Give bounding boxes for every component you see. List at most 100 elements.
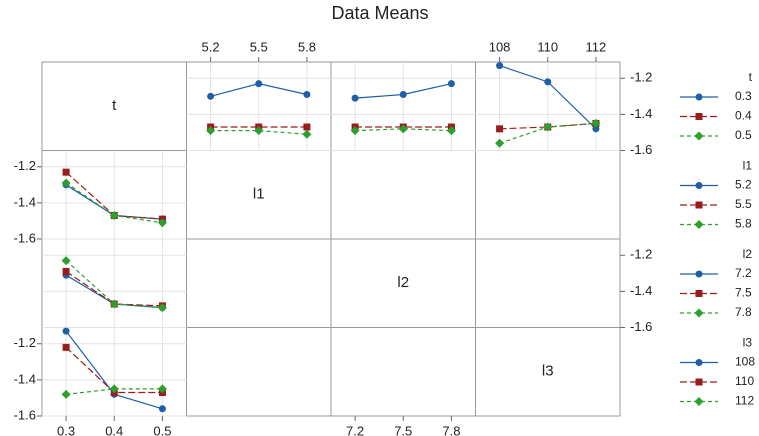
y-tick-label: -1.6 (14, 230, 36, 245)
marker (109, 211, 119, 221)
marker (62, 168, 70, 176)
legend-label: 0.4 (735, 109, 752, 123)
legend-title: l2 (743, 247, 753, 261)
legend-title: l1 (743, 159, 753, 173)
legend-label: 5.8 (735, 217, 752, 231)
marker (496, 125, 504, 133)
panel (475, 327, 621, 417)
y-tick-label: -1.2 (630, 70, 652, 85)
legend-label: 7.5 (735, 286, 752, 300)
marker (446, 126, 456, 136)
y-tick-label: -1.4 (14, 194, 36, 209)
y-tick-label: -1.6 (630, 142, 652, 157)
marker (592, 125, 600, 133)
marker (351, 94, 359, 102)
y-tick-label: -1.4 (630, 106, 652, 121)
series-line (210, 130, 307, 135)
legend-label: 5.5 (735, 197, 752, 211)
marker (399, 91, 407, 99)
legend-marker (695, 113, 703, 120)
marker (254, 126, 264, 136)
x-tick-label: 5.8 (298, 39, 316, 54)
y-tick-label: -1.6 (630, 319, 652, 334)
marker (158, 405, 166, 413)
legend-marker (695, 201, 703, 209)
x-tick-label: 0.4 (105, 423, 123, 436)
x-tick-label: 7.5 (394, 423, 412, 436)
marker (255, 80, 263, 88)
legend-label: 0.5 (735, 128, 752, 142)
factor-label: l2 (397, 274, 409, 291)
marker (496, 62, 504, 70)
legend-label: 5.2 (735, 178, 752, 192)
x-tick-label: 7.2 (346, 423, 364, 436)
x-tick-label: 5.2 (202, 39, 220, 54)
panel (330, 150, 476, 240)
legend-title: t (749, 70, 753, 84)
marker (591, 118, 601, 128)
panel (186, 327, 332, 417)
legend-label: 0.3 (735, 89, 752, 103)
legend-marker (695, 378, 703, 386)
legend-label: 112 (735, 394, 754, 408)
x-tick-label: 5.5 (250, 39, 268, 54)
marker (543, 122, 553, 132)
legend-marker (695, 93, 703, 101)
series-line (499, 122, 596, 130)
marker (62, 343, 70, 351)
marker (206, 126, 216, 136)
marker (495, 138, 505, 148)
legend-marker (694, 308, 704, 318)
marker (62, 268, 70, 276)
x-tick-label: 108 (489, 39, 511, 54)
legend-marker (694, 397, 704, 406)
marker (303, 91, 311, 99)
x-tick-label: 7.8 (442, 423, 460, 436)
marker (303, 123, 311, 131)
series-line (66, 388, 163, 395)
legend-label: 7.8 (735, 305, 752, 319)
panel (475, 238, 621, 328)
legend-label: 7.2 (735, 266, 752, 280)
marker (61, 178, 71, 188)
panel (330, 238, 476, 328)
marker (447, 80, 455, 88)
x-tick-label: 112 (586, 39, 607, 54)
panel (475, 150, 621, 240)
marker (109, 384, 119, 394)
y-tick-label: -1.2 (14, 158, 36, 173)
marker (61, 389, 71, 399)
panel (41, 61, 187, 151)
series-line (355, 128, 452, 132)
legend-marker (695, 290, 703, 297)
factor-label: l1 (253, 186, 265, 203)
y-tick-label: -1.2 (630, 247, 652, 262)
legend-title: l3 (743, 336, 753, 350)
y-tick-label: -1.6 (14, 407, 36, 422)
legend-label: 110 (735, 374, 754, 388)
x-tick-label: 110 (537, 39, 558, 54)
series-line (65, 271, 163, 307)
y-tick-label: -1.2 (14, 335, 36, 350)
legend-marker (694, 220, 704, 229)
factor-label: l3 (542, 363, 554, 380)
marker (398, 124, 408, 134)
factor-label: t (112, 97, 117, 114)
marker (157, 218, 167, 228)
marker (62, 327, 70, 335)
panel (330, 327, 476, 417)
marker (157, 384, 167, 394)
y-tick-label: -1.4 (630, 283, 652, 298)
y-tick-label: -1.4 (14, 371, 36, 386)
legend-marker (694, 131, 704, 141)
chart-title: Data Means (331, 3, 428, 23)
legend-label: 108 (735, 355, 755, 369)
marker (109, 299, 119, 309)
legend-marker (695, 359, 703, 366)
marker (544, 78, 552, 86)
marker (350, 126, 360, 136)
marker (61, 256, 71, 266)
legend-marker (695, 182, 703, 189)
marker (207, 92, 215, 100)
